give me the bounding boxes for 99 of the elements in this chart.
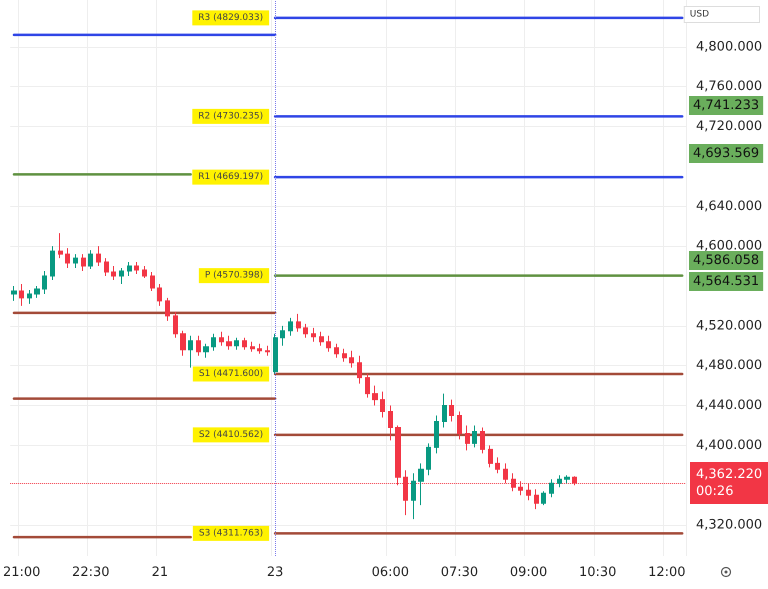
text: USD xyxy=(690,10,710,20)
y-tick-label: 4,400.000 xyxy=(696,438,762,453)
candlestick xyxy=(457,411,462,440)
candlestick xyxy=(380,391,385,418)
series-label: R3 (4829.033) xyxy=(198,12,264,23)
candlestick xyxy=(157,283,162,306)
candlestick xyxy=(180,330,186,356)
candlestick xyxy=(334,343,339,358)
candlestick xyxy=(349,350,354,368)
candlestick xyxy=(449,399,454,422)
x-tick-label: 23 xyxy=(266,565,284,580)
candlestick xyxy=(173,311,178,338)
candlestick xyxy=(34,285,40,298)
series-label: P (4570.398) xyxy=(204,270,264,281)
series-label: R1 (4669.197) xyxy=(198,172,264,182)
candlestick xyxy=(534,488,539,510)
candlestick xyxy=(27,289,32,304)
candlestick xyxy=(96,246,101,267)
candlestick xyxy=(58,232,63,259)
candlestick xyxy=(234,337,239,350)
x-tick-label: 07:30 xyxy=(440,565,478,580)
candlestick xyxy=(150,272,155,292)
candlestick xyxy=(203,343,209,358)
candlestick xyxy=(488,444,493,468)
y-tick-label: 4,480.000 xyxy=(696,358,762,374)
candlestick xyxy=(372,385,378,406)
candlestick xyxy=(434,415,439,454)
text: 4,741.233 xyxy=(693,98,760,113)
y-tick-label: 4,600.000 xyxy=(696,238,762,254)
y-tick-label: 4,800.000 xyxy=(696,39,762,54)
candlestick xyxy=(11,285,17,302)
ref-line-label: 4,362.220 00:26 xyxy=(696,467,762,500)
candlestick xyxy=(127,262,132,277)
candlestick xyxy=(257,343,262,354)
candlestick xyxy=(303,323,308,338)
text: 4,564.531 xyxy=(693,274,760,289)
candlestick xyxy=(50,246,55,280)
series-label: R2 (4730.235) xyxy=(198,111,264,122)
candlestick xyxy=(119,268,124,284)
candlestick xyxy=(411,472,416,520)
series-label: S3 (4311.763) xyxy=(198,528,264,538)
candlestick xyxy=(442,393,447,428)
candlestick xyxy=(311,327,316,342)
candlestick xyxy=(326,335,331,352)
candlestick xyxy=(226,335,232,350)
candlestick xyxy=(273,333,278,374)
text: 4,693.569 xyxy=(693,146,760,161)
candlestick xyxy=(219,331,224,346)
candlestick xyxy=(188,335,193,368)
y-tick-label: 4,640.000 xyxy=(696,198,762,214)
candlestick xyxy=(342,348,347,362)
candlestick xyxy=(549,478,554,498)
candlestick xyxy=(365,373,370,398)
x-tick-label: 09:00 xyxy=(510,565,548,580)
candlestick xyxy=(296,313,301,332)
candlestick xyxy=(564,474,570,484)
candlestick xyxy=(111,266,116,280)
y-tick-label: 4,760.000 xyxy=(696,79,762,94)
candlestick xyxy=(557,474,562,488)
candlestick xyxy=(388,405,393,441)
y-tick-label: 4,720.000 xyxy=(696,119,762,134)
candlestick xyxy=(142,266,147,278)
candlestick xyxy=(81,254,86,272)
candlestick xyxy=(280,325,285,346)
x-tick-label: 12:00 xyxy=(648,565,686,580)
candlestick xyxy=(211,333,216,352)
candlestick xyxy=(288,317,293,336)
candlestick xyxy=(104,258,109,277)
candlestick xyxy=(480,426,485,454)
x-tick-label: 10:30 xyxy=(578,565,616,580)
candlestick xyxy=(196,335,201,356)
candlestick xyxy=(418,462,424,506)
candlestick xyxy=(134,262,139,275)
x-tick-label: 22:30 xyxy=(72,565,110,580)
y-tick-label: 4,440.000 xyxy=(696,398,762,414)
candlestick xyxy=(472,424,477,448)
x-tick-label: 06:00 xyxy=(372,565,410,580)
candlestick xyxy=(465,424,470,451)
candlestick xyxy=(42,270,47,294)
x-tick-label: 21 xyxy=(152,565,168,580)
candlestick xyxy=(242,337,247,350)
series-label: S2 (4410.562) xyxy=(198,430,264,440)
candlestick xyxy=(495,456,500,474)
y-tick-label: 4,520.000 xyxy=(696,318,762,334)
series-label: S1 (4471.600) xyxy=(198,369,264,380)
candlestick xyxy=(250,341,255,352)
text: 4,586.058 xyxy=(693,253,760,268)
candlestick xyxy=(319,331,324,346)
candlestick xyxy=(426,442,431,476)
candlestick xyxy=(165,297,170,322)
candlestick xyxy=(357,355,362,384)
y-tick-label: 4,320.000 xyxy=(696,518,762,533)
candlestick xyxy=(541,490,546,506)
candlestick xyxy=(19,283,24,306)
x-tick-label: 21:00 xyxy=(2,565,40,580)
candlestick xyxy=(65,248,70,269)
candlestick xyxy=(73,254,78,269)
candlestick xyxy=(88,250,93,270)
candlestick xyxy=(265,345,270,356)
